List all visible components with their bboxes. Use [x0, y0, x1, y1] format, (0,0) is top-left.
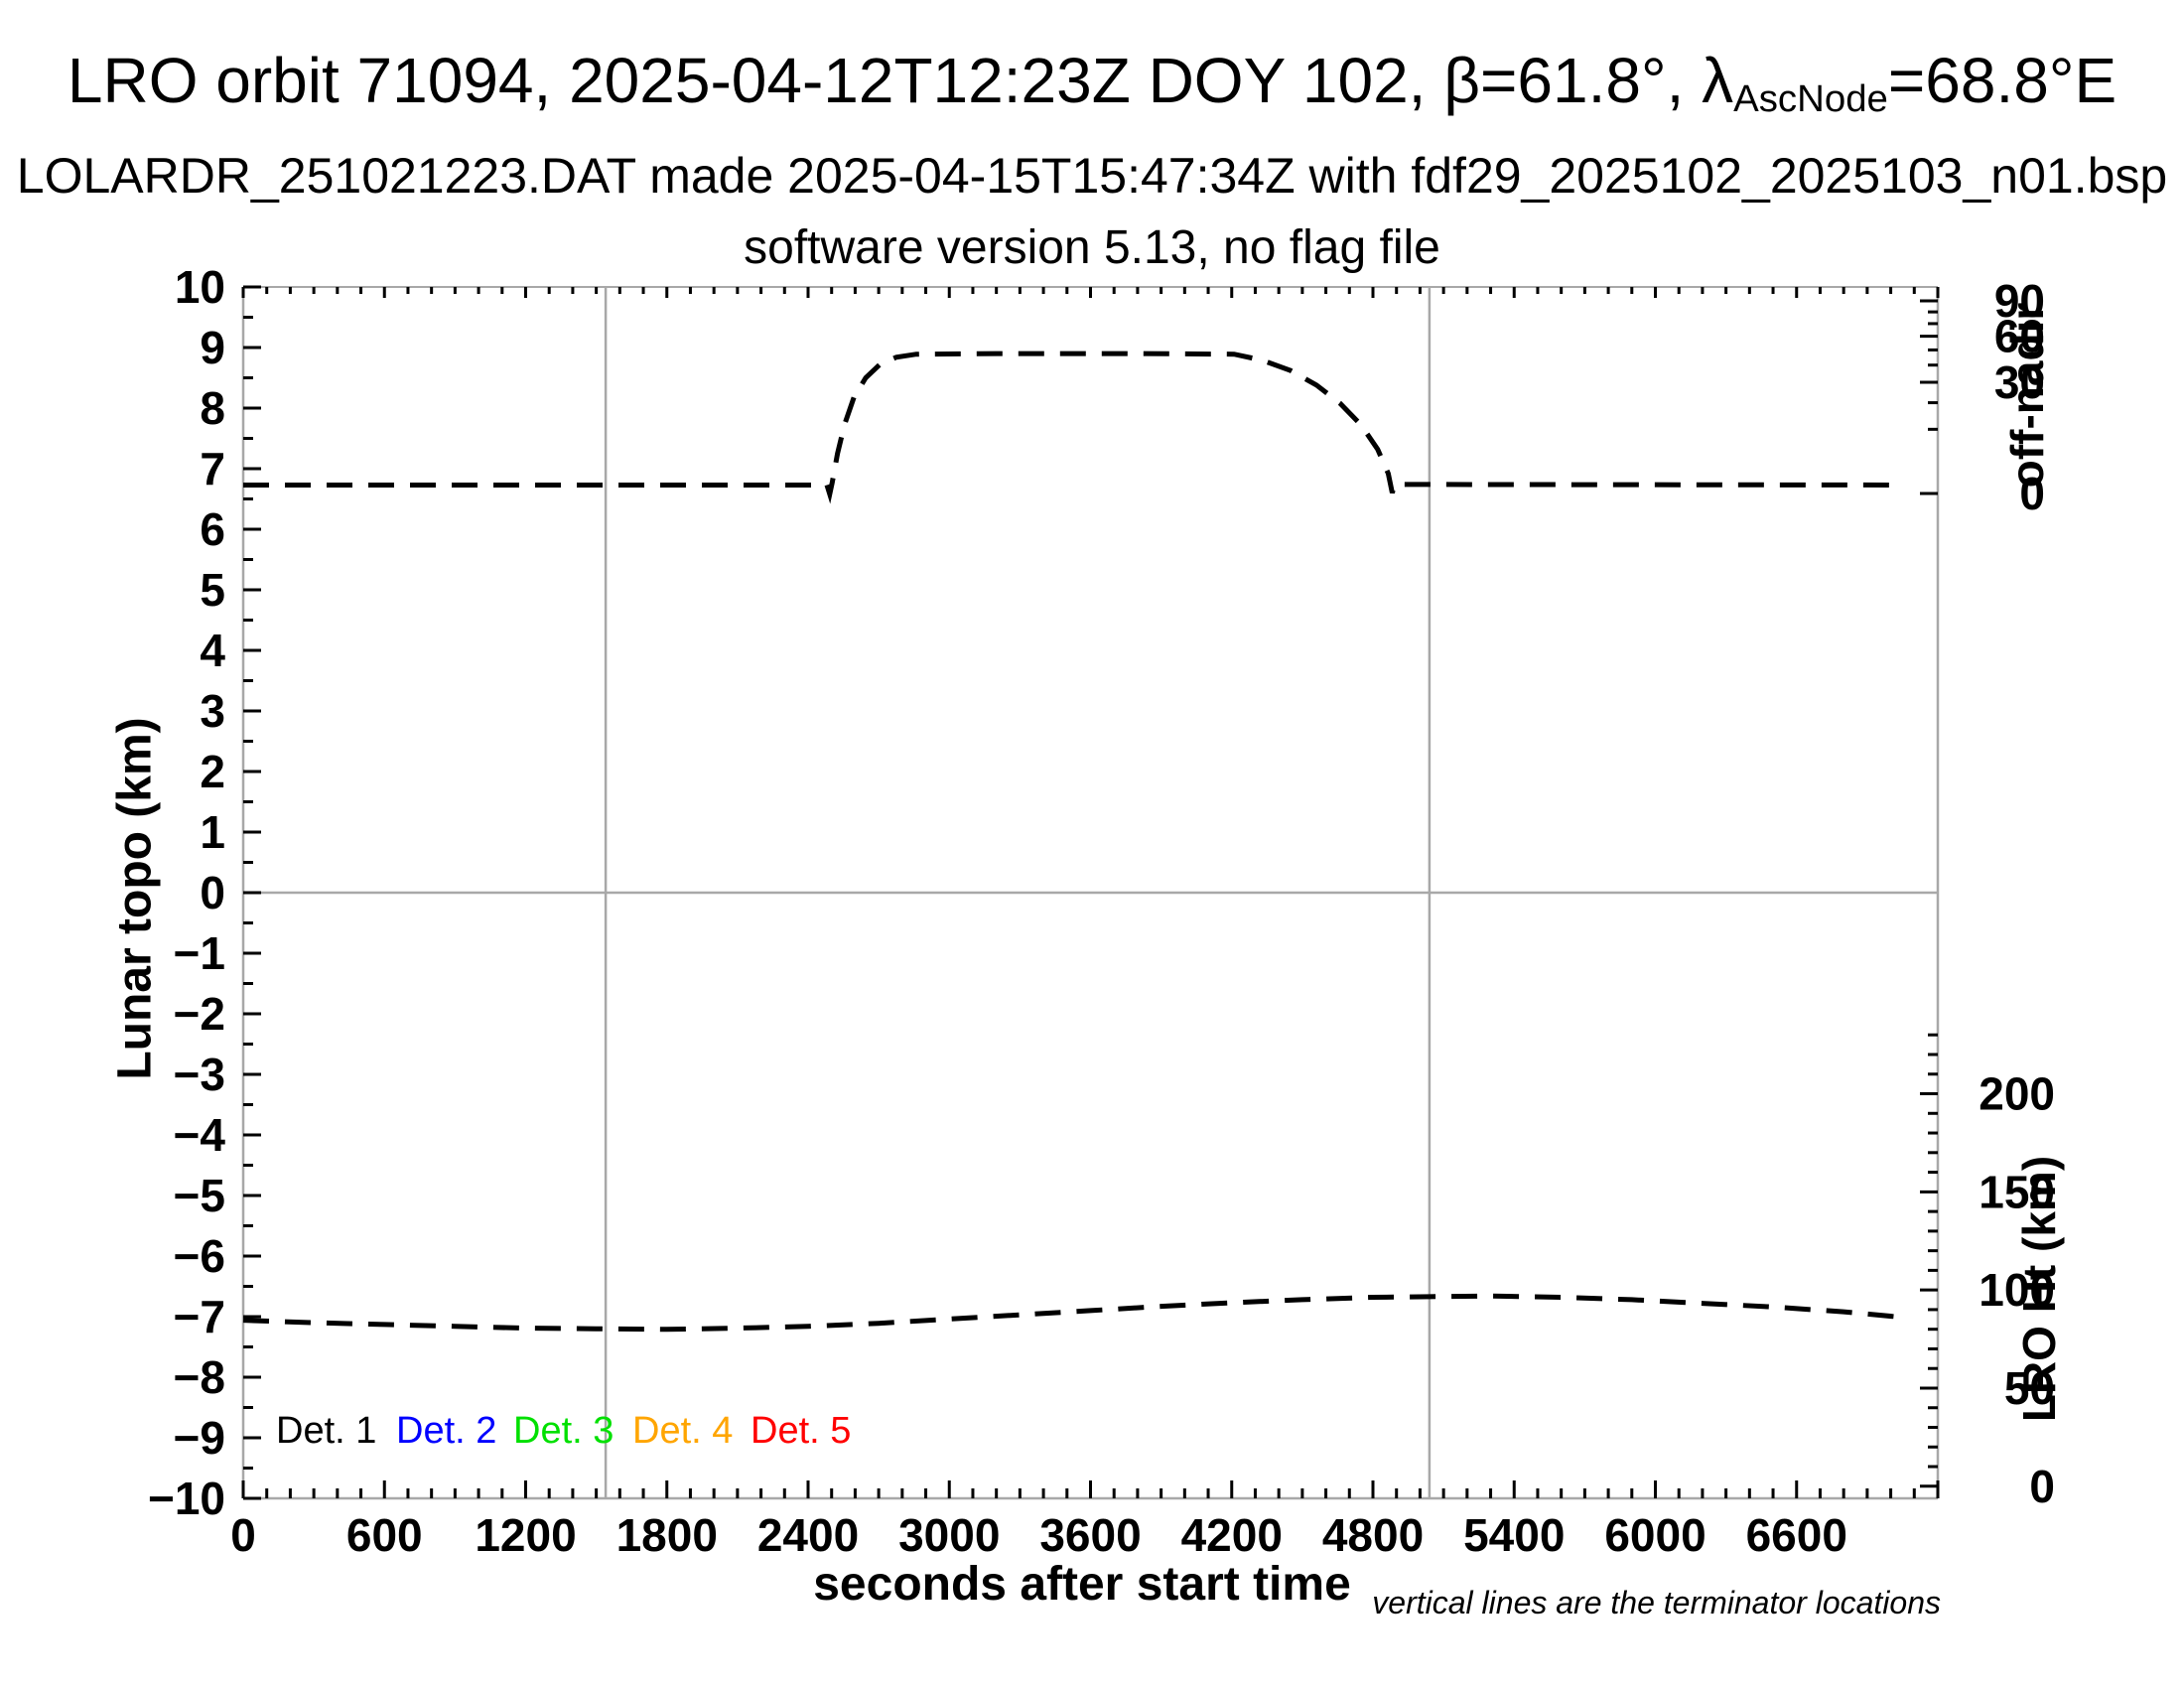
title-subscript: AscNode	[1733, 77, 1888, 121]
y-left-tick-label: −3	[174, 1049, 225, 1100]
lro-ht-tick-label: 50	[2004, 1362, 2055, 1414]
x-tick-label: 1200	[475, 1509, 576, 1561]
y-left-tick-label: 2	[200, 746, 225, 797]
lro-ht-tick-label: 200	[1979, 1068, 2055, 1120]
legend-det-5: Det. 5	[751, 1410, 852, 1452]
right-axis-top-title: off-nadir	[2001, 302, 2053, 489]
legend-det-4: Det. 4	[632, 1410, 734, 1452]
y-left-tick-label: 9	[200, 322, 225, 373]
y-left-tick-label: −2	[174, 988, 225, 1040]
y-left-tick-label: 10	[175, 261, 225, 313]
x-axis-title: seconds after start time	[813, 1558, 1351, 1611]
y-left-tick-label: −4	[174, 1109, 226, 1161]
x-tick-label: 6600	[1746, 1509, 1847, 1561]
x-tick-label: 6000	[1604, 1509, 1706, 1561]
x-tick-label: 600	[346, 1509, 423, 1561]
x-tick-label: 4200	[1181, 1509, 1283, 1561]
y-left-tick-label: 4	[200, 625, 225, 676]
y-left-tick-label: 1	[200, 806, 225, 858]
x-tick-label: 0	[230, 1509, 256, 1561]
left-axis-title: Lunar topo (km)	[108, 717, 162, 1080]
legend-det-1: Det. 1	[276, 1410, 377, 1452]
y-left-tick-label: −1	[174, 927, 225, 979]
x-tick-label: 3000	[898, 1509, 1000, 1561]
lro-ht-tick-label: 150	[1979, 1166, 2055, 1217]
subtitle-version-line: software version 5.13, no flag file	[744, 221, 1440, 274]
x-tick-label: 3600	[1039, 1509, 1141, 1561]
off-nadir-tick-label: 30	[1994, 356, 2045, 408]
y-left-tick-label: −7	[174, 1291, 225, 1342]
y-left-tick-label: 8	[200, 382, 225, 434]
legend-det-3: Det. 3	[513, 1410, 614, 1452]
off-nadir-tick-label: 60	[1994, 311, 2045, 362]
y-left-tick-label: 6	[200, 503, 225, 555]
off-nadir-curve	[243, 351, 1896, 504]
lro-height-curve	[242, 1293, 1896, 1333]
lro-ht-tick-label: 0	[2029, 1461, 2055, 1512]
title-suffix: =68.8°E	[1887, 45, 2117, 116]
lro-ht-tick-label: 100	[1979, 1264, 2055, 1316]
subtitle-file-line: LOLARDR_251021223.DAT made 2025-04-15T15…	[16, 148, 2168, 204]
terminator-note: vertical lines are the terminator locati…	[1372, 1585, 1941, 1620]
y-left-tick-label: 3	[200, 685, 225, 737]
off-nadir-tick-label: 0	[2019, 468, 2045, 519]
y-left-tick-label: −6	[174, 1230, 225, 1282]
y-left-tick-label: 7	[200, 443, 225, 494]
y-left-tick-label: 5	[200, 564, 225, 616]
x-tick-label: 5400	[1463, 1509, 1565, 1561]
y-left-tick-label: −5	[174, 1170, 225, 1221]
title-prefix: LRO orbit 71094, 2025-04-12T12:23Z DOY 1…	[67, 45, 1734, 116]
off-nadir-tick-label: 90	[1994, 275, 2045, 327]
y-left-tick-label: −9	[174, 1412, 225, 1464]
x-tick-label: 4800	[1322, 1509, 1424, 1561]
page-title: LRO orbit 71094, 2025-04-12T12:23Z DOY 1…	[0, 44, 2184, 121]
right-axis-bottom-title: LRO Ht (km)	[2013, 1155, 2065, 1423]
legend-det-2: Det. 2	[396, 1410, 497, 1452]
x-tick-label: 1800	[616, 1509, 718, 1561]
y-left-tick-label: 0	[200, 867, 225, 918]
y-left-tick-label: −10	[148, 1473, 225, 1524]
x-tick-label: 2400	[757, 1509, 859, 1561]
y-left-tick-label: −8	[174, 1351, 225, 1403]
